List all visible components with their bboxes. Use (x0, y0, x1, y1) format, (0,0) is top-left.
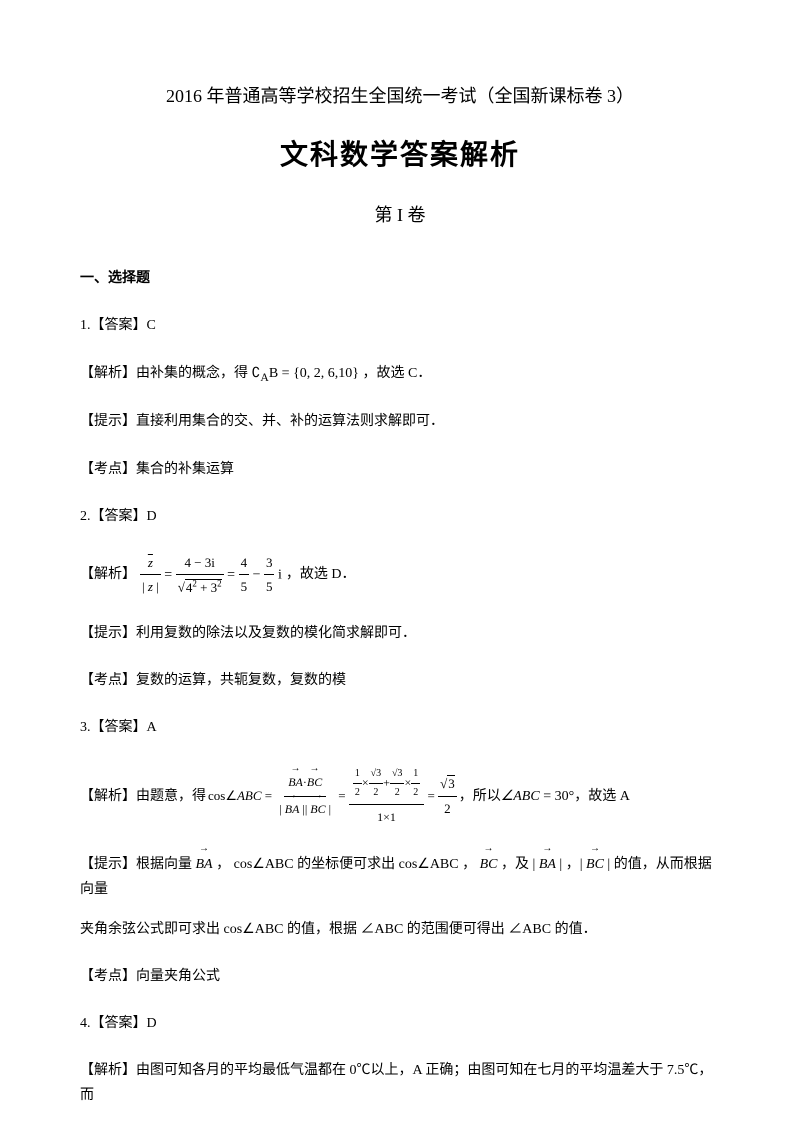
q2-analysis-suffix: ，故选 D． (286, 562, 356, 587)
q3-analysis: 【解析】由题意，得 cos∠ABC = BA·BC | BA || BC | =… (80, 763, 720, 831)
vector-ba: BA (196, 852, 213, 877)
q3-angle: ∠ABC = 30° (501, 784, 575, 809)
q4-answer: 4.【答案】D (80, 1011, 720, 1036)
q3-hint-p4: | ，| (559, 857, 586, 872)
q3-formula: cos∠ABC = BA·BC | BA || BC | = 12×√32+√3… (208, 763, 457, 831)
q1-analysis: 【解析】由补集的概念，得 ∁AB = {0, 2, 6,10} ，故选 C． (80, 361, 720, 388)
volume-title: 第 I 卷 (80, 199, 720, 231)
q3-hint-line2: 夹角余弦公式即可求出 cos∠ABC 的值，根据 ∠ABC 的范围便可得出 ∠A… (80, 917, 720, 942)
q2-answer: 2.【答案】D (80, 504, 720, 529)
vector-bc: BC (480, 852, 498, 877)
q1-analysis-prefix: 【解析】由补集的概念，得 (80, 366, 252, 381)
q2-formula: z | z | = 4 − 3i √42 + 32 = 45 − 35 i (140, 551, 282, 599)
q3-point: 【考点】向量夹角公式 (80, 964, 720, 989)
q1-analysis-suffix: ，故选 C． (363, 366, 432, 381)
q1-point: 【考点】集合的补集运算 (80, 457, 720, 482)
q3-answer: 3.【答案】A (80, 715, 720, 740)
section-header: 一、选择题 (80, 266, 720, 291)
q1-hint: 【提示】直接利用集合的交、并、补的运算法则求解即可． (80, 409, 720, 434)
q2-hint: 【提示】利用复数的除法以及复数的模化简求解即可． (80, 621, 720, 646)
q3-hint-line1: 【提示】根据向量 BA ， cos∠ABC 的坐标便可求出 cos∠ABC ， … (80, 852, 720, 902)
q4-analysis: 【解析】由图可知各月的平均最低气温都在 0℃以上，A 正确；由图可知在七月的平均… (80, 1058, 720, 1108)
vector-bc-2: BC (586, 852, 604, 877)
q3-hint-p1: 【提示】根据向量 (80, 857, 196, 872)
q2-analysis: 【解析】 z | z | = 4 − 3i √42 + 32 = 45 − 35… (80, 551, 720, 599)
q3-analysis-prefix: 【解析】由题意，得 (80, 784, 206, 809)
q3-hint-p3: ，及 | (501, 857, 539, 872)
q1-formula: ∁AB = {0, 2, 6,10} (252, 366, 360, 381)
q3-hint-p2: ， cos∠ABC 的坐标便可求出 cos∠ABC ， (216, 857, 480, 872)
main-title: 文科数学答案解析 (80, 130, 720, 180)
q2-analysis-prefix: 【解析】 (80, 562, 136, 587)
q2-point: 【考点】复数的运算，共轭复数，复数的模 (80, 668, 720, 693)
q1-answer: 1.【答案】C (80, 313, 720, 338)
q3-analysis-suffix: ，故选 A (574, 784, 630, 809)
q3-analysis-mid: ，所以 (459, 784, 501, 809)
vector-ba-2: BA (539, 852, 556, 877)
exam-title: 2016 年普通高等学校招生全国统一考试（全国新课标卷 3） (80, 80, 720, 112)
